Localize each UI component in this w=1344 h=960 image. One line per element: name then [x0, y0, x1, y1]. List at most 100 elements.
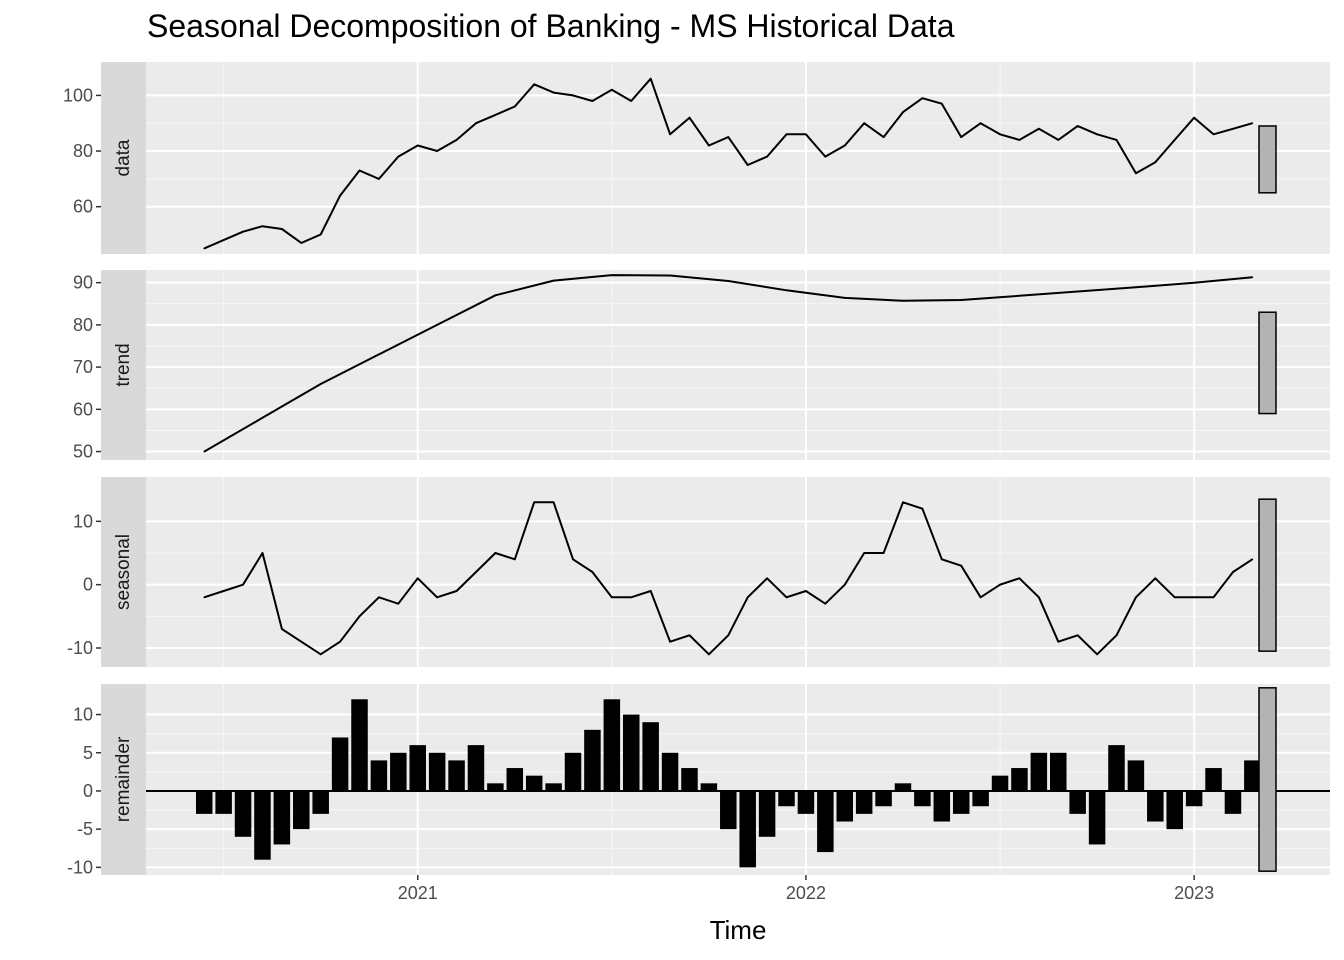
data-point — [1076, 125, 1079, 127]
data-point — [261, 552, 264, 554]
y-tick-label: 90 — [73, 273, 93, 293]
data-point — [1018, 577, 1021, 580]
data-point — [902, 300, 904, 302]
y-tick-label: 0 — [83, 781, 93, 801]
remainder-bar — [1205, 768, 1222, 791]
x-tick-label: 2023 — [1174, 883, 1214, 903]
remainder-bar — [778, 790, 795, 807]
remainder-bar — [875, 790, 892, 807]
data-point — [1154, 161, 1157, 163]
y-tick-label: 80 — [73, 141, 93, 161]
data-point — [1038, 127, 1040, 130]
data-point — [1173, 139, 1176, 141]
remainder-bar — [390, 752, 407, 791]
data-point — [281, 628, 283, 630]
y-tick-label: -10 — [67, 638, 93, 658]
data-point — [319, 383, 322, 385]
data-point — [416, 577, 419, 580]
data-point — [436, 150, 438, 152]
panel-data — [146, 62, 1330, 254]
range-bar-seasonal — [1258, 498, 1277, 652]
data-point — [921, 97, 924, 99]
data-point — [1057, 640, 1060, 643]
remainder-bar — [370, 760, 388, 791]
data-point — [611, 596, 613, 599]
data-point — [416, 144, 419, 147]
data-point — [824, 155, 827, 158]
data-point — [1193, 116, 1195, 119]
data-point — [999, 583, 1001, 586]
data-point — [960, 299, 963, 301]
panel-remainder — [146, 684, 1330, 875]
remainder-bar — [681, 768, 698, 791]
y-tick-label: 80 — [73, 315, 93, 335]
remainder-bar — [836, 790, 854, 822]
data-point — [339, 194, 341, 197]
y-tick-label: 60 — [73, 197, 93, 217]
data-point — [688, 634, 691, 637]
remainder-bar — [758, 790, 776, 837]
data-point — [1135, 172, 1137, 175]
data-point — [378, 353, 380, 356]
remainder-bar — [1127, 760, 1145, 791]
data-point — [785, 133, 788, 136]
data-point — [805, 133, 807, 136]
y-tick-label: 10 — [73, 511, 93, 531]
data-point — [1057, 139, 1060, 141]
data-point — [203, 596, 206, 599]
remainder-bar — [1224, 790, 1242, 814]
data-point — [843, 297, 846, 299]
remainder-bar — [797, 790, 815, 814]
data-point — [1018, 294, 1021, 297]
data-point — [572, 94, 574, 97]
y-tick-label: 100 — [63, 85, 93, 105]
remainder-bar — [1050, 752, 1067, 791]
data-point — [630, 100, 633, 102]
panel-backgrounds: data trend seasonal remainder — [101, 62, 1330, 875]
data-point — [242, 230, 244, 233]
remainder-bar — [855, 790, 873, 814]
remainder-bar — [428, 752, 446, 791]
remainder-bar — [293, 790, 310, 830]
data-point — [863, 122, 865, 125]
remainder-bar — [1088, 790, 1106, 845]
series-marks — [146, 77, 1330, 872]
remainder-bar — [603, 699, 621, 791]
data-point — [494, 114, 497, 116]
y-tick-label: -10 — [67, 857, 93, 877]
data-point — [941, 102, 943, 105]
data-point — [1173, 596, 1176, 599]
data-point — [1135, 286, 1137, 289]
x-axis-label: Time — [710, 915, 767, 945]
data-point — [378, 178, 380, 180]
facet-strip-data — [101, 62, 146, 254]
data-point — [766, 577, 768, 580]
data-point — [513, 105, 516, 108]
facet-strip-remainder — [101, 684, 146, 875]
data-point — [533, 83, 535, 86]
remainder-bar — [1147, 790, 1164, 822]
facet-trend: trend — [101, 270, 1330, 460]
data-point — [261, 225, 264, 227]
remainder-bar — [545, 783, 562, 791]
range-bar-trend — [1258, 311, 1277, 415]
data-point — [378, 596, 380, 599]
data-point — [513, 558, 516, 561]
data-point — [960, 136, 963, 138]
data-point — [455, 590, 458, 592]
y-tick-label: 50 — [73, 442, 93, 462]
data-point — [436, 596, 438, 599]
series-remainder — [146, 687, 1330, 872]
remainder-bar — [661, 752, 679, 791]
data-point — [688, 116, 691, 119]
data-point — [960, 564, 963, 567]
data-point — [1232, 127, 1234, 130]
x-tick-label: 2022 — [786, 883, 826, 903]
data-point — [1193, 281, 1195, 284]
remainder-bar — [700, 783, 718, 791]
data-point — [300, 242, 303, 244]
data-point — [824, 602, 827, 605]
remainder-bar — [1185, 790, 1203, 807]
data-point — [902, 501, 904, 504]
facet-strip-seasonal — [101, 477, 146, 667]
